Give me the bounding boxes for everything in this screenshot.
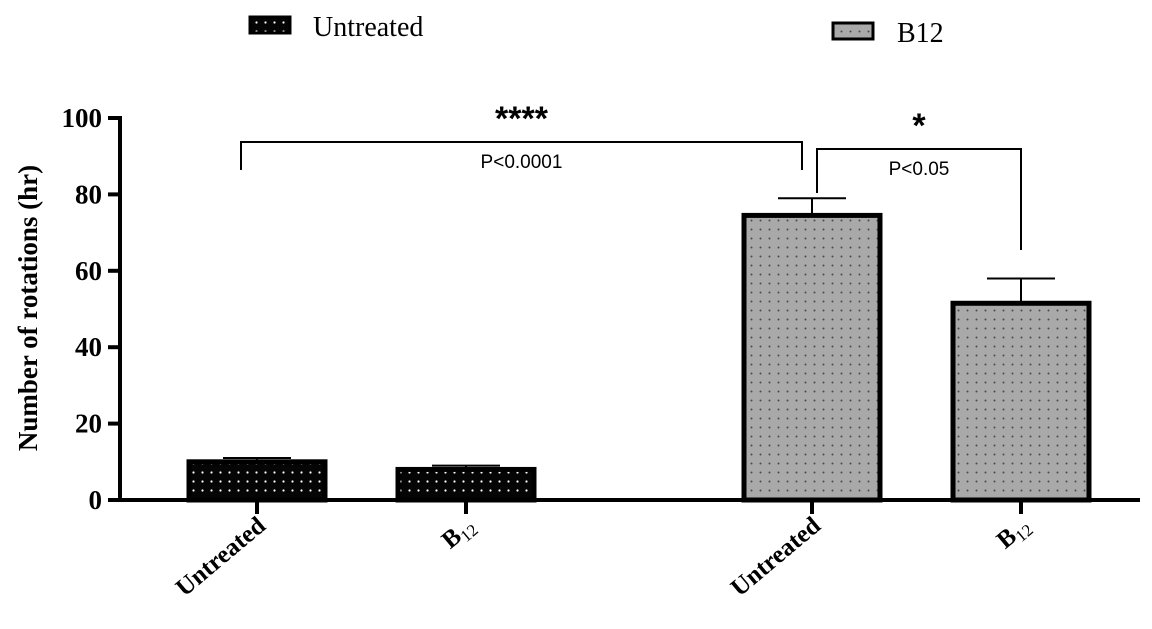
y-tick-label: 20 (75, 409, 102, 439)
legend: Untreated B12 (248, 12, 944, 49)
legend-swatch-b12 (831, 21, 875, 41)
y-tick-label: 100 (62, 103, 103, 133)
legend-label-untreated: Untreated (313, 12, 423, 43)
y-tick-label: 80 (75, 179, 102, 209)
significance-stars: * (912, 107, 926, 145)
y-axis: 0 20 40 60 80 100 (62, 103, 122, 515)
y-tick-label: 40 (75, 332, 102, 362)
y-tick-label: 0 (89, 485, 103, 515)
p-value-label: P<0.0001 (481, 152, 563, 173)
legend-label-b12: B12 (897, 18, 944, 49)
x-tick-label: B12 (992, 512, 1037, 557)
significance-bracket (816, 148, 1022, 250)
y-tick-label: 60 (75, 256, 102, 286)
bar (741, 212, 883, 503)
y-axis-title: Number of rotations (hr) (13, 165, 43, 451)
bar (395, 466, 537, 503)
x-tick-label-text: Untreated (171, 512, 271, 602)
legend-swatch-untreated (248, 15, 292, 35)
x-tick-label-text: Untreated (726, 512, 826, 602)
significance-brackets: **** P<0.0001 * P<0.05 (240, 100, 1022, 250)
x-tick-label: Untreated (726, 512, 826, 602)
p-value-label: P<0.05 (889, 159, 950, 180)
bars (186, 197, 1092, 503)
x-axis: Untreated B12 Untreated B12 (118, 498, 1140, 602)
bar (950, 300, 1092, 503)
bar (186, 459, 328, 503)
x-tick-label: B12 (437, 512, 482, 557)
significance-stars: **** (495, 100, 549, 138)
x-tick-label: Untreated (171, 512, 271, 602)
significance-bracket (240, 141, 803, 170)
